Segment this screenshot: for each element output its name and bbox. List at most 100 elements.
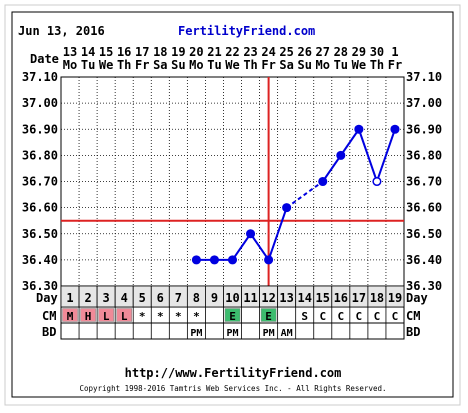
temperature-line-segment — [339, 128, 360, 156]
day-number: 7 — [175, 291, 182, 305]
cm-cell — [116, 308, 132, 322]
temperature-point — [354, 124, 364, 134]
day-number: 4 — [121, 291, 128, 305]
day-row-label-right: Day — [406, 291, 428, 305]
date-label: 29 — [352, 45, 366, 59]
cm-value: L — [121, 310, 128, 323]
cm-value: C — [356, 310, 363, 323]
cm-value: * — [157, 310, 164, 323]
bd-value: AM — [281, 328, 293, 339]
day-number: 8 — [193, 291, 200, 305]
cm-cell — [333, 308, 349, 322]
y-tick-label-left: 36.40 — [22, 253, 58, 267]
date-label: 1 — [391, 45, 398, 59]
bd-value: PM — [190, 328, 202, 339]
date-row-label: Date — [30, 52, 59, 66]
cm-cell — [369, 308, 385, 322]
date-label: 27 — [316, 45, 330, 59]
y-tick-label-right: 37.00 — [406, 96, 442, 110]
y-tick-label-left: 36.60 — [22, 201, 58, 215]
weekday-label: Sa — [153, 58, 167, 72]
bd-row-label-right: BD — [406, 325, 420, 339]
day-cell — [385, 285, 405, 308]
day-number: 17 — [352, 291, 366, 305]
temperature-series — [191, 124, 400, 265]
y-tick-label-right: 36.50 — [406, 227, 442, 241]
weekday-label: We — [225, 58, 239, 72]
day-number: 6 — [157, 291, 164, 305]
y-tick-label-right: 36.60 — [406, 201, 442, 215]
weekday-label: Tu — [334, 58, 348, 72]
footer-copyright: Copyright 1998-2016 Tamtris Web Services… — [79, 384, 386, 393]
date-label: 19 — [171, 45, 185, 59]
date-label: 23 — [243, 45, 257, 59]
temperature-point — [227, 255, 238, 265]
temperature-point — [282, 203, 292, 213]
date-label: 24 — [261, 45, 275, 59]
weekday-label: Mo — [316, 58, 330, 72]
weekday-label: Th — [117, 58, 131, 72]
cm-value: M — [67, 310, 74, 323]
date-label: 30 — [370, 45, 384, 59]
y-tick-label-left: 36.80 — [22, 148, 58, 162]
y-tick-label-left: 37.00 — [22, 96, 58, 110]
cm-cell — [224, 308, 241, 322]
temperature-line-segment — [375, 128, 396, 182]
y-tick-label-right: 36.80 — [406, 148, 442, 162]
date-label: 26 — [297, 45, 311, 59]
weekday-label: Th — [370, 58, 384, 72]
cm-value: C — [392, 310, 399, 323]
temperature-point — [336, 150, 346, 160]
day-number: 11 — [243, 291, 257, 305]
cm-value: C — [374, 310, 381, 323]
day-number: 3 — [103, 291, 110, 305]
weekday-label: Sa — [279, 58, 293, 72]
grid — [60, 76, 405, 338]
temperature-gap-line — [286, 180, 324, 209]
cm-value: E — [229, 310, 236, 323]
cm-cell — [98, 308, 114, 322]
date-label: 17 — [135, 45, 149, 59]
day-number: 15 — [316, 291, 330, 305]
date-label: 15 — [99, 45, 113, 59]
date-label: 14 — [81, 45, 95, 59]
day-number: 18 — [370, 291, 384, 305]
weekday-label: Th — [243, 58, 257, 72]
cm-value: L — [103, 310, 110, 323]
temperature-point — [246, 229, 256, 239]
day-number: 10 — [225, 291, 239, 305]
weekday-label: Mo — [189, 58, 203, 72]
day-number: 14 — [297, 291, 311, 305]
temperature-point — [264, 255, 274, 265]
temperature-line-segment — [249, 233, 270, 261]
cm-cell — [297, 308, 313, 322]
y-tick-label-right: 36.40 — [406, 253, 442, 267]
brand-title: FertilityFriend.com — [178, 24, 315, 38]
day-row-label: Day — [36, 291, 58, 305]
date-label: 22 — [225, 45, 239, 59]
cm-row-label-right: CM — [406, 309, 420, 323]
y-tick-label-left: 36.70 — [22, 175, 58, 189]
weekday-label: Tu — [81, 58, 95, 72]
day-number: 16 — [334, 291, 348, 305]
cm-cell — [206, 308, 222, 322]
cm-cell — [188, 308, 204, 322]
cm-value: C — [338, 310, 345, 323]
date-label: 25 — [279, 45, 293, 59]
day-number: 1 — [66, 291, 73, 305]
cm-value: C — [319, 310, 326, 323]
cm-value: E — [265, 310, 272, 323]
weekday-label: Fr — [261, 58, 275, 72]
y-tick-label-right: 37.10 — [406, 70, 442, 84]
cm-cell — [243, 308, 259, 322]
cm-value: H — [85, 310, 92, 323]
temperature-line-segment — [267, 207, 288, 261]
y-tick-label-left: 36.30 — [22, 279, 58, 293]
y-tick-label-left: 36.90 — [22, 122, 58, 136]
day-number: 13 — [279, 291, 293, 305]
chart-date: Jun 13, 2016 — [18, 24, 105, 38]
cm-cell — [387, 308, 403, 322]
cm-cell — [62, 308, 78, 322]
